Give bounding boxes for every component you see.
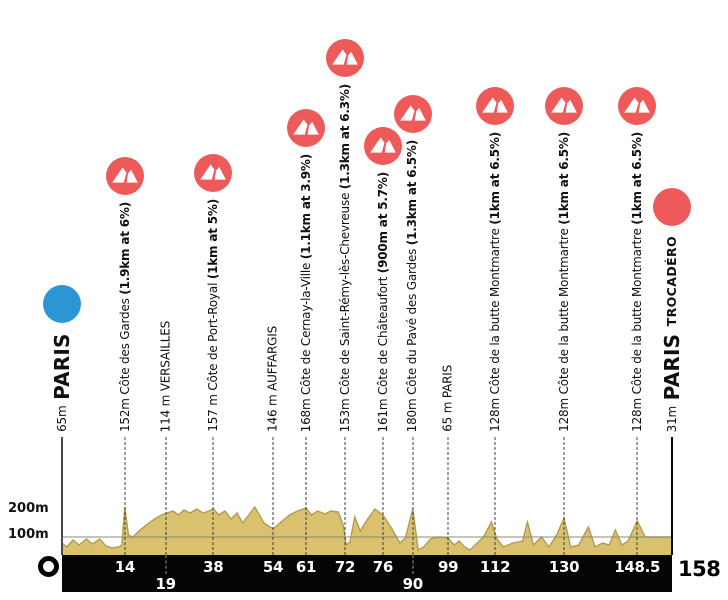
mountain-climb-icon (194, 154, 233, 193)
climb-label: 128m Côte de la butte Montmartre (1km at… (556, 132, 571, 432)
marker-column-chateaufort: 161m Côte de Châteaufort (900m at 5.7%) (363, 0, 402, 432)
town-label: 65 m PARIS (440, 365, 455, 432)
marker-connector-line (447, 437, 449, 555)
mountain-icon (287, 108, 325, 147)
mountain-icon (545, 87, 584, 126)
marker-connector-line (212, 437, 214, 555)
axis-tick-99: 99 (437, 558, 459, 576)
marker-connector-line (61, 437, 63, 555)
climb-label: 152m Côte des Gardes (1.9km at 6%) (117, 201, 132, 432)
axis-tick-61: 61 (295, 558, 317, 576)
distance-axis-bar (62, 555, 672, 592)
marker-connector-line (165, 437, 167, 555)
marker-connector-line (344, 437, 346, 555)
town-label: 146 m AUFFARGIS (265, 326, 280, 432)
elevation-area (62, 507, 672, 555)
climb-label: 128m Côte de la butte Montmartre (1km at… (629, 132, 644, 432)
marker-column-versailles: 114 m VERSAILLES (158, 0, 173, 432)
marker-column-port-royal: 157 m Côte de Port-Royal (1km at 5%) (194, 0, 233, 432)
end-distance-label: 158 (678, 557, 721, 581)
axis-tick-14: 14 (114, 558, 136, 576)
marker-connector-line (494, 437, 496, 555)
tick-stub-line (412, 555, 414, 574)
finish-dot-icon (653, 187, 691, 226)
axis-tick-72: 72 (334, 558, 356, 576)
mountain-climb-icon (287, 108, 325, 147)
marker-column-start: 65mPARIS (43, 0, 81, 432)
marker-connector-line (671, 437, 673, 555)
marker-column-finish: 31mPARISTROCADÉRO (653, 0, 691, 432)
climb-label: 161m Côte de Châteaufort (900m at 5.7%) (375, 171, 390, 432)
mountain-icon (476, 87, 515, 126)
climb-label: 128m Côte de la butte Montmartre (1km at… (487, 132, 502, 432)
axis-tick-148.5: 148.5 (614, 558, 661, 576)
mountain-icon (363, 126, 402, 165)
marker-column-gardes: 152m Côte des Gardes (1.9km at 6%) (105, 0, 144, 432)
climb-label: 153m Côte de Saint-Rémy-lès-Chevreuse (1… (337, 83, 352, 432)
marker-column-pave-gardes: 180m Côte du Pavé des Gardes (1.3km at 6… (393, 0, 432, 432)
elevation-label-200m: 200m (8, 501, 49, 516)
start-km-ring-icon (38, 556, 59, 577)
mountain-climb-icon (363, 126, 402, 165)
marker-connector-line (272, 437, 274, 555)
mountain-climb-icon (476, 87, 515, 126)
mountain-icon (393, 94, 432, 133)
mountain-climb-icon (105, 156, 144, 195)
axis-tick-130: 130 (548, 558, 580, 576)
climb-label: 168m Côte de Cernay-la-Ville (1.1km at 3… (298, 153, 313, 432)
marker-connector-line (305, 437, 307, 555)
mountain-climb-icon (393, 94, 432, 133)
elevation-profile (62, 505, 672, 555)
mountain-climb-icon (618, 87, 657, 126)
climb-label: 157 m Côte de Port-Royal (1km at 5%) (205, 199, 220, 432)
axis-tick-19: 19 (155, 575, 177, 593)
mountain-icon (194, 154, 233, 193)
climb-label: 180m Côte du Pavé des Gardes (1.3km at 6… (405, 139, 420, 432)
marker-column-paris-99: 65 m PARIS (440, 0, 455, 432)
axis-tick-90: 90 (402, 575, 424, 593)
axis-tick-38: 38 (203, 558, 224, 576)
mountain-icon (326, 38, 365, 77)
mountain-climb-icon (326, 38, 365, 77)
town-label: 114 m VERSAILLES (158, 320, 173, 432)
mountain-icon (618, 87, 657, 126)
axis-tick-54: 54 (262, 558, 284, 576)
marker-connector-line (636, 437, 638, 555)
marker-column-montmartre-1: 128m Côte de la butte Montmartre (1km at… (476, 0, 515, 432)
marker-column-auffargis: 146 m AUFFARGIS (265, 0, 280, 432)
marker-connector-line (563, 437, 565, 555)
marker-column-cernay: 168m Côte de Cernay-la-Ville (1.1km at 3… (287, 0, 325, 432)
marker-connector-line (124, 437, 126, 555)
marker-column-saint-remy: 153m Côte de Saint-Rémy-lès-Chevreuse (1… (326, 0, 365, 432)
marker-column-montmartre-3: 128m Côte de la butte Montmartre (1km at… (618, 0, 657, 432)
mountain-climb-icon (545, 87, 584, 126)
marker-column-montmartre-2: 128m Côte de la butte Montmartre (1km at… (545, 0, 584, 432)
marker-connector-line (382, 437, 384, 555)
axis-tick-76: 76 (372, 558, 394, 576)
finish-label: 31mPARISTROCADÉRO (659, 235, 684, 432)
elevation-label-100m: 100m (8, 527, 49, 542)
mountain-icon (105, 156, 144, 195)
axis-tick-112: 112 (479, 558, 511, 576)
tick-stub-line (165, 555, 167, 574)
start-label: 65mPARIS (49, 333, 74, 432)
start-dot-icon (43, 285, 81, 324)
marker-connector-line (412, 437, 414, 555)
